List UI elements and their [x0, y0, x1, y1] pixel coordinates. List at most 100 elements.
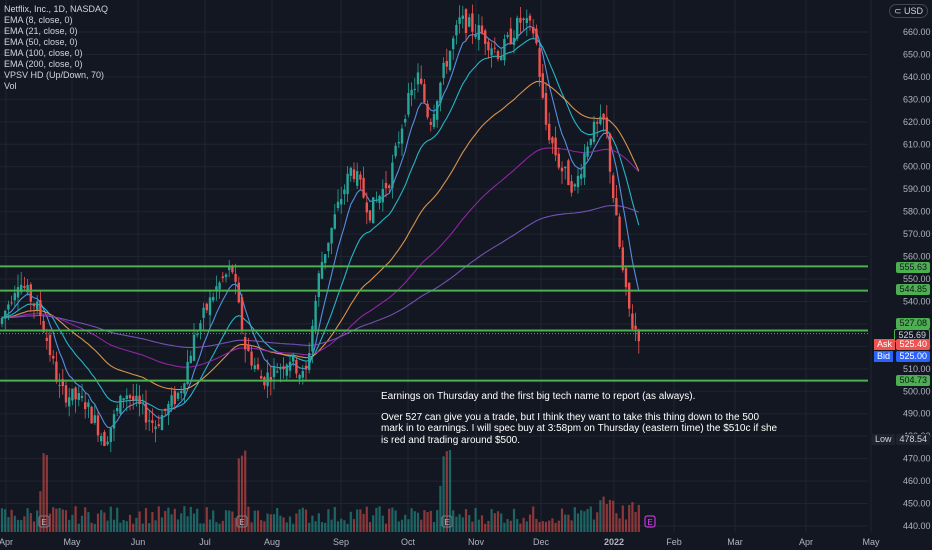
candle-body	[343, 189, 346, 195]
annotation-text[interactable]: Earnings on Thursday and the first big t…	[381, 391, 781, 455]
volume-bar	[464, 509, 468, 532]
volume-bar	[186, 516, 189, 532]
volume-bar	[637, 504, 640, 532]
y-tick-label: 630.00	[903, 94, 931, 104]
volume-bar	[10, 509, 13, 532]
candle-body	[71, 388, 74, 401]
volume-bar	[381, 515, 384, 532]
candle-body	[442, 62, 445, 79]
y-tick-label: 580.00	[903, 207, 931, 217]
earnings-marker-label: E	[239, 518, 244, 527]
volume-bar	[237, 458, 240, 532]
candle-body	[314, 300, 317, 332]
volume-bar	[87, 512, 90, 532]
candle-body	[58, 384, 61, 386]
candle-body	[420, 78, 423, 84]
y-tick-label: 610.00	[903, 139, 931, 149]
candle-body	[388, 185, 391, 189]
volume-bar	[519, 523, 522, 532]
candle-body	[516, 17, 519, 39]
candle-body	[484, 30, 487, 44]
indicator-ema-8[interactable]: EMA (8, close, 0)	[4, 15, 73, 25]
candle-body	[132, 396, 135, 401]
candle-body	[583, 153, 586, 178]
currency-button[interactable]: ⊂ USD	[888, 4, 928, 18]
volume-bar	[548, 520, 551, 532]
volume-bar	[247, 506, 250, 532]
volume-bar	[276, 507, 279, 532]
candle-body	[298, 375, 301, 379]
indicator-ema-100[interactable]: EMA (100, close, 0)	[4, 48, 83, 58]
volume-bar	[580, 510, 583, 532]
candle-body	[135, 395, 138, 402]
candle-body	[74, 387, 77, 400]
candle-body	[474, 34, 477, 38]
candle-body	[455, 24, 458, 36]
candle-body	[580, 174, 583, 179]
volume-bar	[215, 522, 218, 532]
candle-body	[378, 195, 381, 204]
volume-bar	[96, 513, 100, 532]
candle-body	[68, 397, 71, 407]
volume-bar	[292, 523, 295, 532]
volume-bar	[544, 521, 548, 532]
volume-bar	[212, 510, 215, 532]
volume-bar	[340, 518, 343, 532]
candle-body	[631, 313, 634, 329]
candle-body	[196, 334, 199, 336]
volume-bar	[253, 510, 256, 532]
annotation-line-2: Over 527 can give you a trade, but I thi…	[381, 411, 778, 446]
indicator-ema-200[interactable]: EMA (200, close, 0)	[4, 59, 83, 69]
volume-bar	[164, 511, 167, 532]
price-tag-544: 544.85	[896, 284, 930, 295]
volume-bar	[560, 508, 564, 532]
volume-bar	[71, 514, 74, 532]
volume-bar	[624, 519, 628, 532]
symbol-title[interactable]: Netflix, Inc., 1D, NASDAQ	[4, 4, 109, 14]
volume-bar	[116, 507, 119, 532]
x-tick-label: Mar	[727, 537, 743, 547]
candle-body	[628, 282, 631, 309]
indicator-ema-21[interactable]: EMA (21, close, 0)	[4, 26, 78, 36]
candle-body	[32, 303, 36, 307]
volume-bar	[119, 522, 122, 532]
x-tick-label: 2022	[604, 537, 624, 547]
x-tick-label: Nov	[468, 537, 485, 547]
y-tick-label: 620.00	[903, 117, 931, 127]
candle-body	[333, 214, 336, 229]
candle-body	[538, 48, 541, 77]
volume-bar	[26, 508, 29, 532]
indicator-ema-50[interactable]: EMA (50, close, 0)	[4, 37, 78, 47]
candle-body	[346, 173, 349, 195]
candle-body	[55, 361, 58, 382]
candle-body	[509, 28, 512, 44]
candle-body	[23, 285, 26, 288]
candle-body	[212, 296, 215, 301]
candle-body	[480, 25, 484, 34]
candle-body	[548, 123, 551, 141]
volume-bar	[551, 518, 554, 532]
candle-body	[317, 273, 320, 297]
candle-body	[87, 402, 90, 407]
volume-bar	[352, 519, 356, 532]
indicator-volume[interactable]: Vol	[4, 81, 17, 91]
candle-body	[151, 420, 154, 424]
candle-body	[512, 37, 516, 45]
indicator-vpsv[interactable]: VPSV HD (Up/Down, 70)	[4, 70, 105, 80]
volume-bar	[516, 518, 519, 532]
candle-body	[234, 273, 237, 282]
volume-bar	[48, 513, 52, 532]
volume-bar	[407, 519, 410, 532]
candle-body	[432, 113, 436, 127]
candle-body	[608, 133, 612, 172]
candle-body	[624, 268, 628, 288]
candle-body	[260, 375, 263, 379]
candle-body	[458, 17, 461, 24]
candle-body	[106, 441, 109, 445]
candle-body	[541, 73, 544, 98]
volume-bar	[570, 520, 573, 532]
candle-body	[109, 427, 112, 442]
candle-body	[468, 17, 471, 27]
